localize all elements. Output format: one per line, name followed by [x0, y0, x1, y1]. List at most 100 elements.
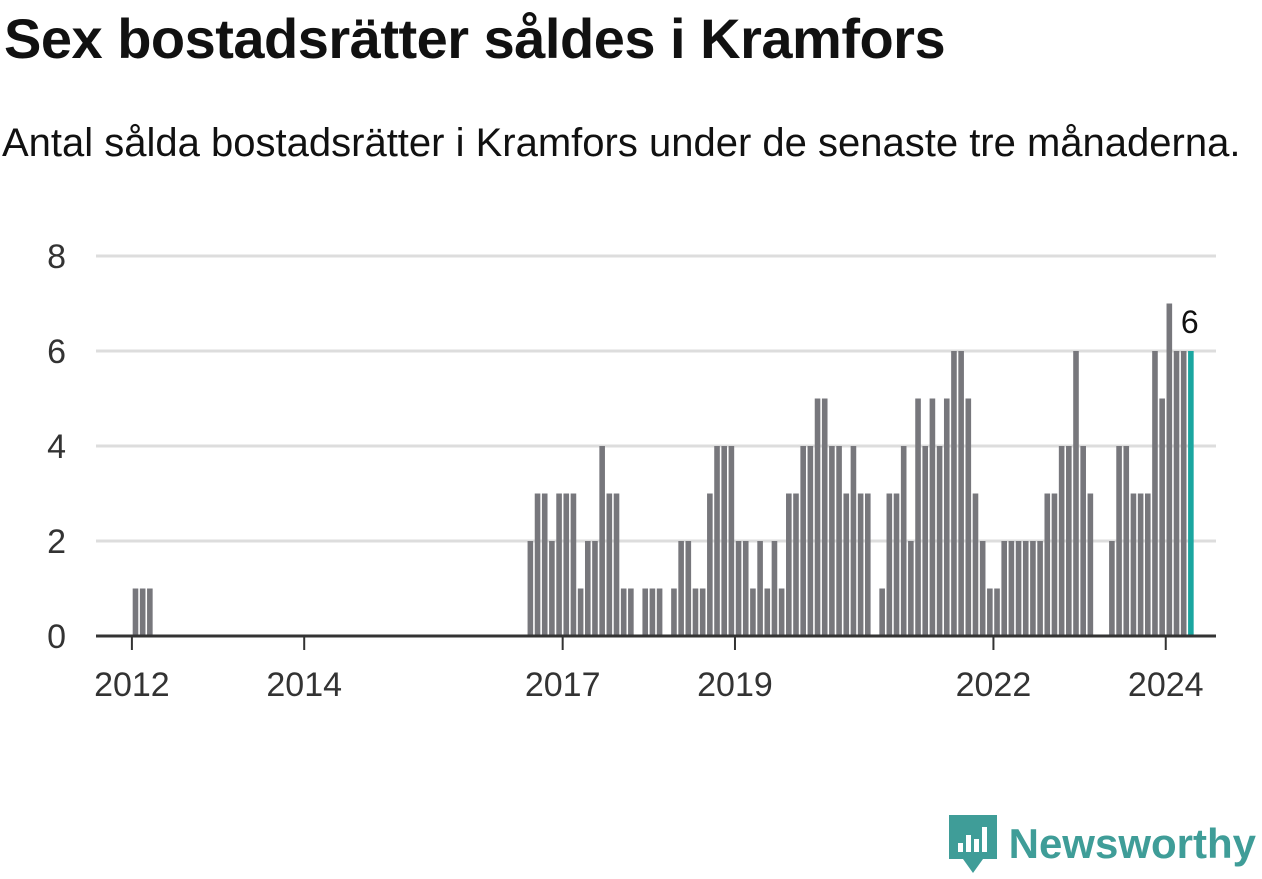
bar [764, 588, 771, 636]
bar [857, 493, 864, 636]
y-tick-label: 0 [47, 618, 66, 656]
bar [1130, 493, 1137, 636]
bar [987, 588, 993, 636]
bar [1037, 541, 1043, 636]
x-tick-label: 2017 [525, 666, 601, 704]
bar [1123, 446, 1130, 636]
bar [786, 493, 792, 636]
bar [549, 541, 555, 636]
bar [1137, 493, 1144, 636]
bar [577, 588, 584, 636]
bar [750, 588, 756, 636]
bar [592, 541, 598, 636]
bar [707, 493, 713, 636]
bar [850, 446, 857, 636]
bar [829, 446, 835, 636]
bar [620, 588, 627, 636]
bar [864, 493, 871, 636]
bar [1008, 541, 1015, 636]
bar [541, 493, 548, 636]
x-tick-label: 2024 [1128, 666, 1204, 704]
x-tick-label: 2012 [94, 666, 170, 704]
bar [1015, 541, 1022, 636]
bar [879, 588, 885, 636]
bar [800, 446, 806, 636]
bar [527, 541, 534, 636]
brand-name: Newsworthy [1008, 820, 1256, 867]
y-tick-label: 6 [47, 333, 66, 371]
bar [908, 541, 914, 636]
bar [599, 446, 605, 636]
bar [886, 493, 893, 636]
bar [1116, 446, 1122, 636]
bar [699, 588, 706, 636]
bar [1022, 541, 1029, 636]
axes [96, 634, 1216, 650]
bar [534, 493, 541, 636]
y-tick-label: 4 [47, 428, 66, 466]
bar [814, 398, 821, 636]
bar [1030, 541, 1036, 636]
bar [714, 446, 720, 636]
bar [757, 541, 763, 636]
bar [958, 351, 964, 636]
y-tick-label: 8 [47, 238, 66, 276]
bar [1087, 493, 1094, 636]
bars [132, 303, 1194, 636]
bar [728, 446, 735, 636]
bar [1152, 351, 1158, 636]
bar [771, 541, 778, 636]
bar [1066, 446, 1072, 636]
bar [584, 541, 591, 636]
x-tick-label: 2022 [956, 666, 1032, 704]
x-tick-label: 2019 [697, 666, 773, 704]
bar [563, 493, 570, 636]
bar [570, 493, 577, 636]
bar [951, 351, 957, 636]
bar [147, 588, 153, 636]
bar [1144, 493, 1151, 636]
bar [671, 588, 677, 636]
bar [1109, 541, 1115, 636]
bar [742, 541, 749, 636]
bar [778, 588, 785, 636]
bar [139, 588, 146, 636]
bar [893, 493, 900, 636]
labels: 0 2 4 6 8 2012 2014 2017 2019 2022 2024 6 [47, 238, 1203, 704]
bar [692, 588, 699, 636]
bar [721, 446, 728, 636]
bar [649, 588, 656, 636]
bar [965, 398, 972, 636]
bar [843, 493, 850, 636]
bar [735, 541, 742, 636]
bar [1180, 351, 1187, 636]
bar [915, 398, 921, 636]
bar [1058, 446, 1065, 636]
bar [929, 398, 936, 636]
bar [922, 446, 929, 636]
bar [685, 541, 692, 636]
bar [979, 541, 986, 636]
bar [678, 541, 684, 636]
brand-logo: Newsworthy [948, 815, 1256, 873]
bar [642, 588, 649, 636]
bar [1159, 398, 1165, 636]
bar [1001, 541, 1008, 636]
bar [994, 588, 1000, 636]
bar [900, 446, 907, 636]
bar [613, 493, 620, 636]
bar [1044, 493, 1051, 636]
bar [556, 493, 562, 636]
bar [936, 446, 943, 636]
bar [821, 398, 828, 636]
bar [1166, 303, 1173, 636]
bar [606, 493, 613, 636]
chart-title: Sex bostadsrätter såldes i Kramfors [4, 7, 946, 70]
data-label-highlight: 6 [1181, 304, 1199, 340]
bar [1051, 493, 1058, 636]
chart-subtitle: Antal sålda bostadsrätter i Kramfors und… [2, 121, 1241, 165]
bar [943, 398, 950, 636]
bar-chart-badge-icon [948, 815, 997, 873]
bar [793, 493, 799, 636]
